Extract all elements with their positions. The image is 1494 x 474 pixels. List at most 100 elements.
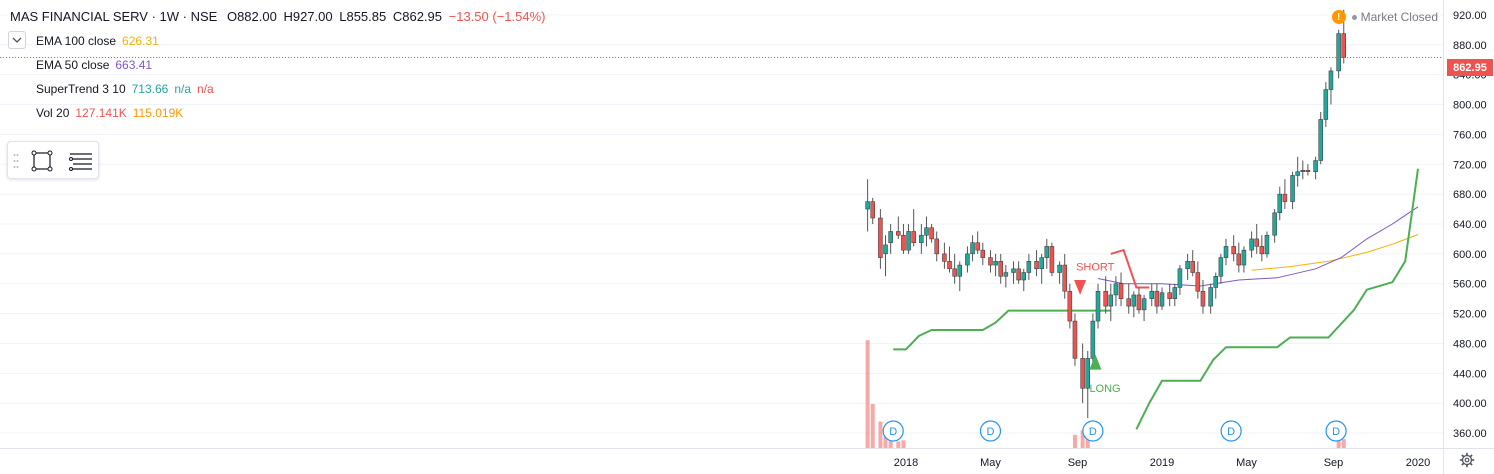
dividend-marker-label: D bbox=[1332, 426, 1340, 438]
candle-body bbox=[1026, 261, 1032, 273]
indicator-value: 663.41 bbox=[115, 58, 153, 72]
candle-body bbox=[1049, 246, 1055, 273]
candle-body bbox=[1231, 246, 1236, 255]
candle-body bbox=[1149, 290, 1155, 299]
dividend-marker[interactable] bbox=[882, 420, 904, 442]
candle-body bbox=[896, 231, 901, 236]
drawing-toolbar bbox=[7, 141, 99, 179]
change-value: −13.50 (−1.54%) bbox=[448, 9, 546, 24]
candle-body bbox=[1264, 234, 1270, 255]
dividend-marker-label: D bbox=[1089, 426, 1097, 438]
candle-body bbox=[1195, 272, 1201, 292]
candle-body bbox=[934, 238, 939, 255]
warning-icon[interactable]: ! bbox=[1331, 10, 1346, 24]
candle-body bbox=[1290, 175, 1295, 202]
candle-body bbox=[1039, 257, 1044, 270]
dividend-marker[interactable] bbox=[1220, 420, 1242, 442]
supertrend-up-line bbox=[1135, 168, 1419, 430]
volume-bar bbox=[901, 440, 906, 448]
indicator-row[interactable]: SuperTrend 3 10 713.66 n/a n/a bbox=[36, 82, 214, 96]
price-tick-label: 800.00 bbox=[1453, 100, 1487, 112]
dividend-marker[interactable] bbox=[1082, 420, 1104, 442]
candle-body bbox=[901, 234, 906, 251]
candle-body bbox=[947, 261, 952, 270]
candle-body bbox=[1323, 89, 1329, 120]
candle-body bbox=[878, 217, 883, 258]
price-tick-label: 400.00 bbox=[1453, 398, 1487, 410]
candle-body bbox=[1295, 171, 1300, 176]
candle-body bbox=[1185, 261, 1190, 270]
ema-50-line bbox=[1097, 206, 1419, 287]
rectangle-tool-button[interactable] bbox=[27, 146, 57, 176]
supertrend-up-line bbox=[893, 309, 1111, 351]
candle-body bbox=[1021, 272, 1027, 281]
candle-body bbox=[1080, 358, 1085, 389]
candle-body bbox=[1167, 292, 1172, 299]
price-tick-label: 600.00 bbox=[1453, 249, 1487, 261]
candle-body bbox=[1057, 264, 1062, 273]
time-tick-label: 2020 bbox=[1406, 457, 1430, 469]
short-signal-arrow bbox=[1074, 280, 1087, 295]
market-status[interactable]: ! Market Closed bbox=[1331, 10, 1438, 24]
candle-body bbox=[952, 268, 957, 277]
candle-body bbox=[965, 253, 970, 266]
candle-body bbox=[980, 249, 986, 258]
candle-body bbox=[1177, 268, 1183, 288]
candle-body bbox=[870, 201, 875, 219]
indicator-row[interactable]: EMA 100 close 626.31 bbox=[36, 34, 159, 48]
candle-body bbox=[942, 253, 947, 262]
time-tick-label: May bbox=[1236, 457, 1257, 469]
supertrend-down-line bbox=[1110, 248, 1150, 289]
price-tick-label: 480.00 bbox=[1453, 338, 1487, 350]
candle-body bbox=[1044, 246, 1050, 258]
price-tick-label: 440.00 bbox=[1453, 368, 1487, 380]
candle-body bbox=[1318, 119, 1323, 161]
short-signal-label: SHORT bbox=[1076, 261, 1115, 273]
price-tick-label: 680.00 bbox=[1453, 189, 1487, 201]
candle-body bbox=[1190, 261, 1195, 273]
indicator-row[interactable]: Vol 20 127.141K 115.019K bbox=[36, 106, 183, 120]
price-tick-label: 920.00 bbox=[1453, 10, 1487, 22]
candle-body bbox=[1172, 287, 1178, 299]
candle-body bbox=[1236, 253, 1242, 266]
indicator-value: n/a bbox=[197, 82, 214, 96]
dividend-marker-label: D bbox=[889, 426, 897, 438]
indicator-value: 127.141K bbox=[75, 106, 127, 120]
dividend-marker[interactable] bbox=[1325, 420, 1347, 442]
volume-bar bbox=[883, 434, 888, 448]
candle-body bbox=[883, 244, 888, 255]
candle-body bbox=[970, 242, 975, 255]
candle-body bbox=[1034, 261, 1039, 270]
indicator-label: EMA 100 close bbox=[36, 34, 117, 48]
candle-body bbox=[1223, 246, 1229, 258]
candle-body bbox=[1090, 320, 1096, 359]
indicator-label: SuperTrend 3 10 bbox=[36, 82, 126, 96]
object-tree-button[interactable] bbox=[66, 146, 96, 176]
time-tick-label: Sep bbox=[1324, 457, 1344, 469]
gear-icon[interactable] bbox=[1459, 452, 1475, 468]
candle-body bbox=[1300, 169, 1306, 172]
candle-body bbox=[1213, 276, 1219, 288]
indicator-value: n/a bbox=[174, 82, 192, 96]
candle-body bbox=[1159, 292, 1165, 307]
ohlc-values: O882.00 H927.00 L855.85 C862.95 −13.50 (… bbox=[227, 9, 549, 24]
symbol-title[interactable]: MAS FINANCIAL SERV · 1W · NSE bbox=[10, 9, 218, 24]
symbol-header: MAS FINANCIAL SERV · 1W · NSE O882.00 H9… bbox=[10, 9, 549, 24]
candle-body bbox=[1067, 290, 1073, 322]
ema-100-line bbox=[1251, 234, 1419, 271]
candle-body bbox=[919, 234, 924, 243]
volume-bar bbox=[1072, 434, 1077, 448]
price-tick-label: 560.00 bbox=[1453, 279, 1487, 291]
dividend-marker[interactable] bbox=[979, 420, 1002, 442]
indicator-label: Vol 20 bbox=[36, 106, 70, 120]
open-value: O882.00 bbox=[226, 9, 277, 24]
candle-body bbox=[1254, 238, 1259, 247]
candle-body bbox=[1113, 283, 1119, 296]
candle-body bbox=[1108, 294, 1114, 307]
candle-body bbox=[888, 231, 893, 243]
grip-icon[interactable] bbox=[13, 152, 19, 170]
collapse-legend-button[interactable] bbox=[8, 31, 26, 49]
candle-body bbox=[1200, 290, 1206, 307]
indicator-row[interactable]: EMA 50 close 663.41 bbox=[36, 58, 152, 72]
